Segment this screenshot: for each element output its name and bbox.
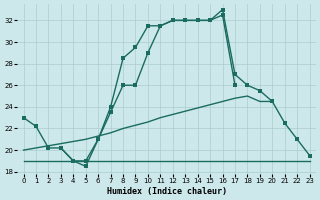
X-axis label: Humidex (Indice chaleur): Humidex (Indice chaleur) <box>107 187 227 196</box>
